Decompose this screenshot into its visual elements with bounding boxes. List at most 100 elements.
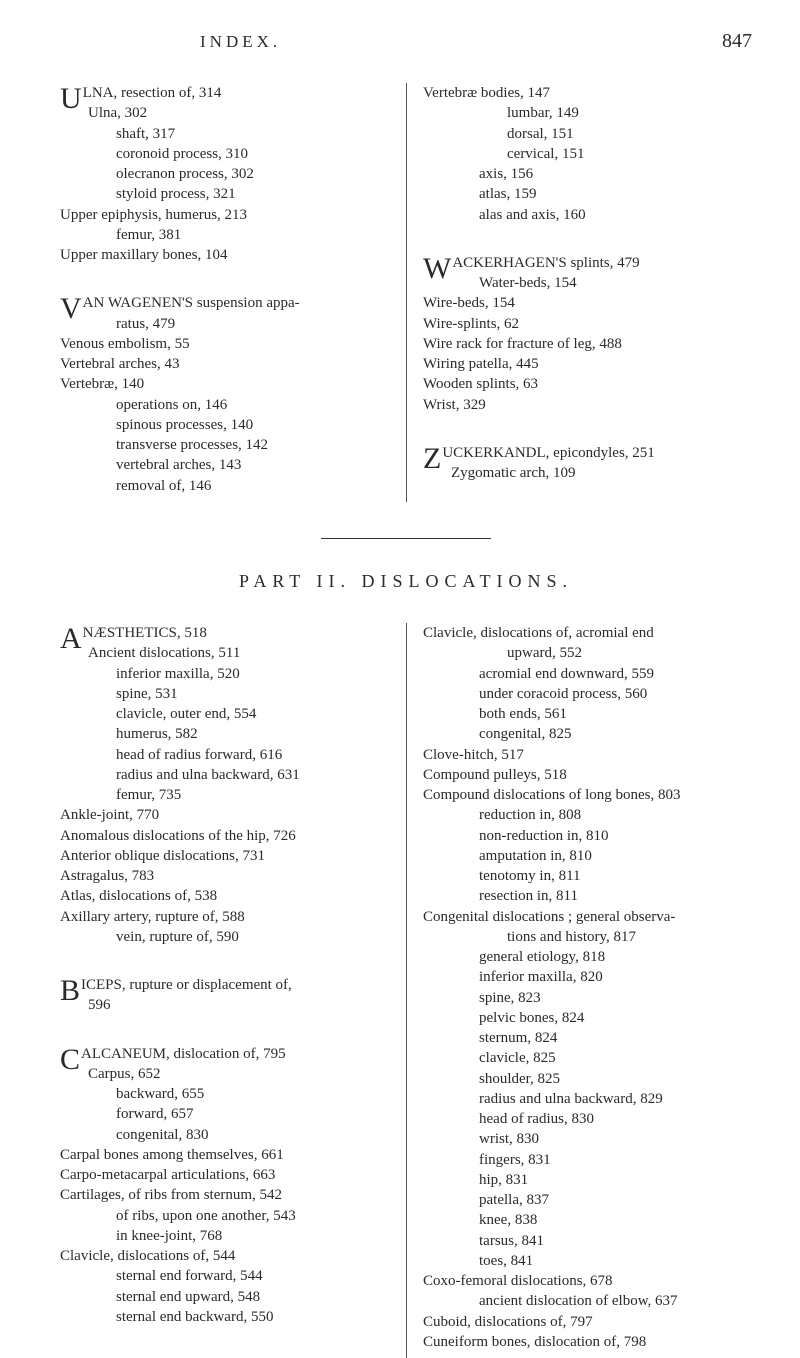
index-line: of ribs, upon one another, 543 bbox=[60, 1206, 390, 1226]
dropcap-a: A bbox=[60, 625, 82, 652]
index-line: dorsal, 151 bbox=[423, 124, 752, 144]
index-line: wrist, 830 bbox=[423, 1129, 752, 1149]
lines-b: 596 bbox=[60, 995, 390, 1015]
index-line: reduction in, 808 bbox=[423, 805, 752, 825]
block-c2: Clavicle, dislocations of, acromial endu… bbox=[423, 623, 752, 1352]
index-line: general etiology, 818 bbox=[423, 947, 752, 967]
index-line: sternal end backward, 550 bbox=[60, 1307, 390, 1327]
index-line: cervical, 151 bbox=[423, 144, 752, 164]
index-line: Carpo-metacarpal articulations, 663 bbox=[60, 1165, 390, 1185]
index-line: tenotomy in, 811 bbox=[423, 866, 752, 886]
index-line: congenital, 825 bbox=[423, 724, 752, 744]
index-line: Vertebræ, 140 bbox=[60, 374, 390, 394]
index-line: Cartilages, of ribs from sternum, 542 bbox=[60, 1185, 390, 1205]
index-line: backward, 655 bbox=[60, 1084, 390, 1104]
index-line: Wiring patella, 445 bbox=[423, 354, 752, 374]
index-line: ratus, 479 bbox=[60, 314, 390, 334]
lower-section: A NÆSTHETICS, 518 Ancient dislocations, … bbox=[60, 623, 752, 1358]
index-line: Clavicle, dislocations of, acromial end bbox=[423, 623, 752, 643]
dropcap-u: U bbox=[60, 85, 82, 112]
index-line: Vertebral arches, 43 bbox=[60, 354, 390, 374]
index-line: resection in, 811 bbox=[423, 886, 752, 906]
index-line: pelvic bones, 824 bbox=[423, 1008, 752, 1028]
index-line: removal of, 146 bbox=[60, 476, 390, 496]
index-line: Wire-beds, 154 bbox=[423, 293, 752, 313]
index-line: inferior maxilla, 520 bbox=[60, 664, 390, 684]
part-title: PART II. DISLOCATIONS. bbox=[60, 569, 752, 593]
index-line: Wrist, 329 bbox=[423, 395, 752, 415]
index-line: spine, 823 bbox=[423, 988, 752, 1008]
index-line: spine, 531 bbox=[60, 684, 390, 704]
lines-v2: Vertebræ bodies, 147lumbar, 149dorsal, 1… bbox=[423, 83, 752, 225]
index-line: operations on, 146 bbox=[60, 395, 390, 415]
index-line: forward, 657 bbox=[60, 1104, 390, 1124]
index-line: Vertebræ bodies, 147 bbox=[423, 83, 752, 103]
upper-right-col: Vertebræ bodies, 147lumbar, 149dorsal, 1… bbox=[406, 83, 752, 502]
upper-section: U LNA, resection of, 314 Ulna, 302shaft,… bbox=[60, 83, 752, 502]
index-line: knee, 838 bbox=[423, 1210, 752, 1230]
index-line: vein, rupture of, 590 bbox=[60, 927, 390, 947]
index-line: sternal end upward, 548 bbox=[60, 1287, 390, 1307]
index-line: clavicle, outer end, 554 bbox=[60, 704, 390, 724]
block-w: W ACKERHAGEN'S splints, 479 Water-beds, … bbox=[423, 253, 752, 415]
block-v2: Vertebræ bodies, 147lumbar, 149dorsal, 1… bbox=[423, 83, 752, 225]
index-line: Wooden splints, 63 bbox=[423, 374, 752, 394]
index-line: styloid process, 321 bbox=[60, 184, 390, 204]
index-line: non-reduction in, 810 bbox=[423, 826, 752, 846]
index-line: congenital, 830 bbox=[60, 1125, 390, 1145]
page-number: 847 bbox=[722, 28, 752, 55]
dropcap-z: Z bbox=[423, 445, 441, 472]
index-line: radius and ulna backward, 829 bbox=[423, 1089, 752, 1109]
index-line: Wire-splints, 62 bbox=[423, 314, 752, 334]
index-line: Upper maxillary bones, 104 bbox=[60, 245, 390, 265]
block-z: Z UCKERKANDL, epicondyles, 251 Zygomatic… bbox=[423, 443, 752, 484]
index-line: Compound pulleys, 518 bbox=[423, 765, 752, 785]
index-line: Clove-hitch, 517 bbox=[423, 745, 752, 765]
lower-left-col: A NÆSTHETICS, 518 Ancient dislocations, … bbox=[60, 623, 406, 1358]
dropcap-c: C bbox=[60, 1046, 80, 1073]
index-line: Coxo-femoral dislocations, 678 bbox=[423, 1271, 752, 1291]
dropcap-v: V bbox=[60, 295, 82, 322]
index-line: vertebral arches, 143 bbox=[60, 455, 390, 475]
upper-left-col: U LNA, resection of, 314 Ulna, 302shaft,… bbox=[60, 83, 406, 502]
index-line: tions and history, 817 bbox=[423, 927, 752, 947]
section-divider bbox=[321, 538, 491, 539]
index-line: Ancient dislocations, 511 bbox=[60, 643, 390, 663]
index-line: 596 bbox=[60, 995, 390, 1015]
block-c: C ALCANEUM, dislocation of, 795 Carpus, … bbox=[60, 1044, 390, 1328]
lead-c: ALCANEUM, dislocation of, 795 bbox=[81, 1046, 286, 1062]
dropcap-w: W bbox=[423, 255, 451, 282]
block-v: V AN WAGENEN'S suspension appa- ratus, 4… bbox=[60, 293, 390, 496]
index-line: Atlas, dislocations of, 538 bbox=[60, 886, 390, 906]
lead-z: UCKERKANDL, epicondyles, 251 bbox=[442, 445, 654, 461]
index-line: femur, 381 bbox=[60, 225, 390, 245]
index-line: Carpal bones among themselves, 661 bbox=[60, 1145, 390, 1165]
index-line: shaft, 317 bbox=[60, 124, 390, 144]
lead-a: NÆSTHETICS, 518 bbox=[83, 625, 207, 641]
lines-c2: Clavicle, dislocations of, acromial endu… bbox=[423, 623, 752, 1352]
index-line: tarsus, 841 bbox=[423, 1231, 752, 1251]
dropcap-b: B bbox=[60, 977, 80, 1004]
index-line: Anomalous dislocations of the hip, 726 bbox=[60, 826, 390, 846]
index-line: both ends, 561 bbox=[423, 704, 752, 724]
index-line: inferior maxilla, 820 bbox=[423, 967, 752, 987]
index-line: spinous processes, 140 bbox=[60, 415, 390, 435]
index-line: shoulder, 825 bbox=[423, 1069, 752, 1089]
index-line: Axillary artery, rupture of, 588 bbox=[60, 907, 390, 927]
index-line: Cuneiform bones, dislocation of, 798 bbox=[423, 1332, 752, 1352]
index-line: humerus, 582 bbox=[60, 724, 390, 744]
index-line: Compound dislocations of long bones, 803 bbox=[423, 785, 752, 805]
index-line: Ulna, 302 bbox=[60, 103, 390, 123]
index-line: Wire rack for fracture of leg, 488 bbox=[423, 334, 752, 354]
block-a: A NÆSTHETICS, 518 Ancient dislocations, … bbox=[60, 623, 390, 947]
index-line: Venous embolism, 55 bbox=[60, 334, 390, 354]
index-line: in knee-joint, 768 bbox=[60, 1226, 390, 1246]
index-line: acromial end downward, 559 bbox=[423, 664, 752, 684]
index-line: Cuboid, dislocations of, 797 bbox=[423, 1312, 752, 1332]
index-line: head of radius, 830 bbox=[423, 1109, 752, 1129]
index-line: Astragalus, 783 bbox=[60, 866, 390, 886]
index-line: ancient dislocation of elbow, 637 bbox=[423, 1291, 752, 1311]
index-line: head of radius forward, 616 bbox=[60, 745, 390, 765]
index-line: Upper epiphysis, humerus, 213 bbox=[60, 205, 390, 225]
index-line: olecranon process, 302 bbox=[60, 164, 390, 184]
